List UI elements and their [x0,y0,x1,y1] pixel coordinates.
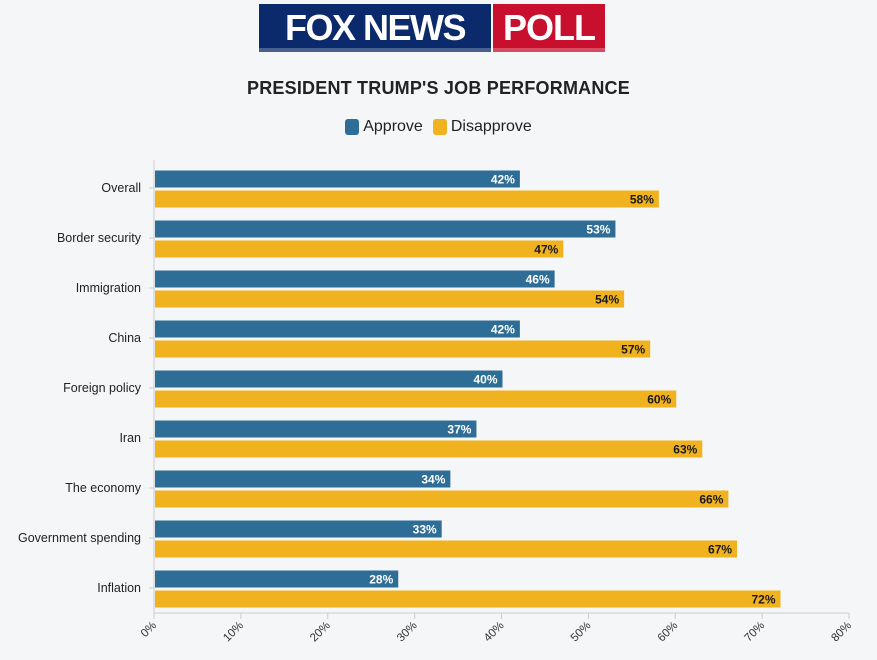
x-tick-label: 60% [656,620,681,645]
data-label: 42% [491,173,515,187]
bar-disapprove-iran [155,440,703,458]
category-label: Overall [101,181,141,195]
data-label: 67% [708,543,732,557]
x-tick-label: 50% [569,620,594,645]
category-label: Government spending [18,531,141,545]
fox-news-poll-logo: FOX NEWS POLL [259,4,605,52]
legend-swatch-disapprove [432,119,447,135]
bar-approve-china [155,320,520,338]
legend-item-approve[interactable]: Approve [345,118,423,136]
data-label: 72% [751,593,775,607]
data-label: 57% [621,343,645,357]
data-label: 63% [673,443,697,457]
data-label: 58% [630,193,654,207]
logo-text: FOX NEWS [285,7,465,48]
data-label: 33% [413,523,437,537]
category-label: Iran [119,431,141,445]
data-label: 54% [595,293,619,307]
logo-badge: POLL [503,7,595,48]
x-tick-label: 20% [308,620,333,645]
data-label: 37% [447,423,471,437]
category-label: The economy [65,481,141,495]
category-label: Inflation [97,581,141,595]
bar-approve-immigration [155,270,555,288]
chart-title: PRESIDENT TRUMP'S JOB PERFORMANCE [247,78,630,98]
x-tick-label: 70% [742,620,767,645]
bar-approve-government-spending [155,520,442,538]
category-label: China [108,331,141,345]
bar-disapprove-overall [155,190,659,208]
legend-label-disapprove: Disapprove [450,118,532,135]
legend: Approve Disapprove [0,118,877,136]
category-label: Border security [57,231,142,245]
bar-disapprove-china [155,340,651,358]
bar-disapprove-inflation [155,590,781,608]
bar-disapprove-foreign-policy [155,390,677,408]
bar-disapprove-government-spending [155,540,738,558]
data-label: 42% [491,323,515,337]
logo-blue-block [259,4,491,52]
bar-approve-the-economy [155,470,451,488]
legend-item-disapprove[interactable]: Disapprove [432,118,532,136]
x-tick-label: 40% [482,620,507,645]
bar-approve-border-security [155,220,616,238]
x-tick-label: 80% [829,620,854,645]
logo-underline [259,48,605,52]
data-label: 46% [526,273,550,287]
logo-red-block [493,4,605,52]
bar-disapprove-border-security [155,240,564,258]
bar-approve-overall [155,170,520,188]
category-label: Immigration [76,281,141,295]
bar-approve-inflation [155,570,399,588]
data-label: 47% [534,243,558,257]
data-label: 60% [647,393,671,407]
x-tick-label: 30% [395,620,420,645]
data-label: 34% [421,473,445,487]
x-tick-label: 0% [139,620,159,640]
data-label: 40% [473,373,497,387]
bar-disapprove-the-economy [155,490,729,508]
data-label: 53% [586,223,610,237]
category-label: Foreign policy [63,381,142,395]
bar-approve-iran [155,420,477,438]
x-tick-label: 10% [221,620,246,645]
data-label: 28% [369,573,393,587]
legend-label-approve: Approve [363,118,423,135]
bar-disapprove-immigration [155,290,625,308]
bar-approve-foreign-policy [155,370,503,388]
legend-swatch-approve [345,119,360,135]
data-label: 66% [699,493,723,507]
